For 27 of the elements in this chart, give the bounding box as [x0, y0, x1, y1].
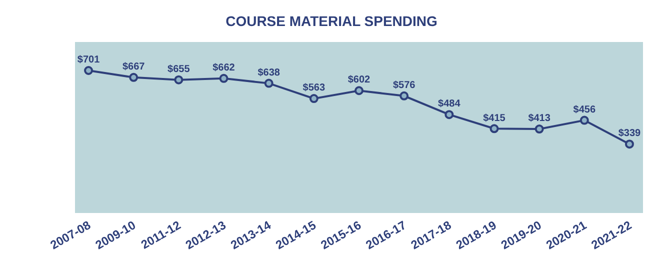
data-label: $484: [438, 98, 461, 110]
point: [309, 94, 318, 104]
point: [490, 124, 499, 134]
data-label: $655: [168, 64, 190, 75]
data-label: $667: [122, 62, 146, 73]
point: [174, 75, 184, 84]
data-label: $638: [258, 67, 280, 78]
point: [264, 78, 274, 88]
data-label: $563: [302, 82, 326, 94]
point: [580, 116, 589, 125]
point: [624, 140, 634, 149]
data-label: $662: [212, 62, 236, 74]
point: [84, 66, 94, 75]
point: [219, 74, 228, 83]
data-label: $339: [618, 128, 642, 140]
data-label: $701: [77, 54, 100, 66]
data-label: $415: [483, 112, 506, 124]
point: [129, 72, 138, 82]
point: [534, 124, 544, 134]
point: [400, 91, 409, 100]
point: [444, 110, 454, 120]
data-label: $456: [573, 104, 596, 116]
data-label: $576: [392, 80, 416, 92]
point: [354, 86, 364, 96]
chart-title: COURSE MATERIAL SPENDING: [226, 13, 438, 30]
data-label: $413: [528, 113, 551, 124]
data-label: $602: [348, 74, 371, 86]
